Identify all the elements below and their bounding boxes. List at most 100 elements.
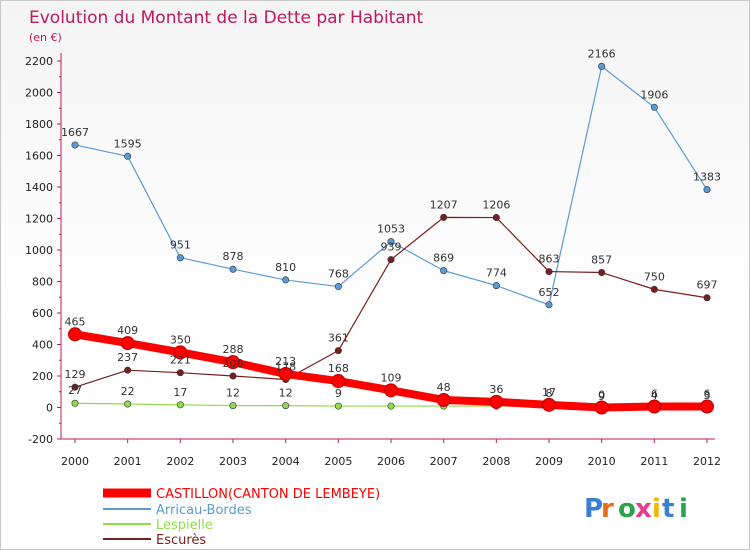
data-label: 178 — [275, 360, 296, 373]
x-tick-label: 2009 — [535, 455, 563, 468]
data-label: 17 — [173, 386, 187, 399]
logo-letter: x — [635, 494, 652, 524]
data-point — [229, 265, 237, 273]
data-point — [124, 400, 132, 408]
x-tick-label: 2002 — [166, 455, 194, 468]
data-point — [71, 399, 79, 407]
x-tick-label: 2005 — [324, 455, 352, 468]
data-point — [176, 401, 184, 409]
data-label: 237 — [117, 351, 138, 364]
data-label: 1206 — [482, 199, 510, 212]
data-label: 4 — [651, 389, 658, 402]
data-point — [492, 282, 500, 290]
data-point — [700, 399, 714, 414]
data-point — [124, 366, 132, 374]
data-label: 2166 — [588, 47, 616, 60]
x-tick-label: 2010 — [588, 455, 616, 468]
logo-letter: P — [584, 494, 603, 524]
data-label: 697 — [697, 279, 718, 292]
data-point — [176, 369, 184, 377]
data-point — [384, 383, 398, 398]
x-tick-label: 2006 — [377, 455, 405, 468]
x-tick-label: 2007 — [430, 455, 458, 468]
data-label: 1906 — [640, 88, 668, 101]
data-label: 22 — [121, 385, 135, 398]
data-point — [176, 254, 184, 262]
data-label: 12 — [279, 387, 293, 400]
data-point — [278, 366, 293, 381]
y-tick-label: 600 — [32, 307, 53, 320]
data-point — [489, 394, 504, 409]
data-label: 951 — [170, 239, 191, 252]
data-label: 768 — [328, 268, 349, 281]
legend-label: CASTILLON(CANTON DE LEMBEYE) — [156, 487, 380, 502]
data-point — [226, 355, 240, 370]
data-label: 200 — [223, 357, 244, 370]
data-point — [334, 402, 342, 410]
y-tick-label: -200 — [28, 433, 53, 446]
data-point — [598, 269, 606, 277]
logo-letter: r — [601, 494, 614, 524]
data-point — [331, 374, 346, 389]
y-tick-label: 0 — [46, 402, 53, 415]
data-labels: 1667159595187881076810538697746522166190… — [61, 47, 721, 403]
data-label: 465 — [65, 315, 86, 328]
x-tick-label: 2000 — [61, 455, 89, 468]
data-point — [440, 267, 448, 275]
data-label: 863 — [539, 253, 560, 266]
logo-letter: o — [618, 494, 636, 524]
data-point — [120, 336, 135, 351]
data-label: 288 — [223, 343, 244, 356]
proxiti-logo: Pr o x i t i — [584, 494, 688, 524]
data-point — [229, 372, 237, 380]
data-point — [542, 397, 556, 412]
data-label: 6 — [704, 388, 711, 401]
data-label: 1667 — [61, 126, 89, 139]
data-label: 3 — [704, 389, 711, 402]
data-point — [703, 294, 711, 302]
data-label: 6 — [651, 388, 658, 401]
data-point — [68, 327, 82, 342]
data-point — [282, 276, 290, 284]
data-label: 221 — [170, 354, 191, 367]
logo-letter: t — [662, 494, 674, 524]
data-point — [71, 383, 79, 391]
data-label: 0 — [598, 389, 605, 402]
y-tick-label: 1600 — [25, 150, 53, 163]
chart-subtitle: (en €) — [29, 31, 62, 44]
data-point — [387, 238, 395, 246]
x-tick-label: 2003 — [219, 455, 247, 468]
data-label: 9 — [335, 387, 342, 400]
chart-title: Evolution du Montant de la Dette par Hab… — [29, 8, 424, 28]
legend: CASTILLON(CANTON DE LEMBEYE)Arricau-Bord… — [103, 487, 380, 548]
series-line — [74, 65, 708, 306]
data-point — [71, 141, 79, 149]
logo-letter: i — [652, 494, 661, 524]
data-point — [650, 285, 658, 293]
data-point — [334, 283, 342, 291]
y-tick-label: 2200 — [25, 55, 53, 68]
data-label: 1595 — [114, 137, 142, 150]
y-tick-label: 1400 — [25, 181, 53, 194]
data-label: 1207 — [430, 198, 458, 211]
legend-label: Arricau-Bordes — [156, 503, 252, 518]
x-tick-label: 2001 — [114, 455, 142, 468]
data-label: 361 — [328, 332, 349, 345]
data-label: 36 — [489, 383, 503, 396]
data-label: 350 — [170, 333, 191, 346]
data-point — [229, 402, 237, 410]
y-tick-label: 2000 — [25, 87, 53, 100]
y-tick-label: 1800 — [25, 118, 53, 131]
data-label: 17 — [542, 386, 556, 399]
data-label: 48 — [437, 381, 451, 394]
data-point — [647, 399, 662, 414]
data-point — [598, 62, 606, 70]
series-layer — [68, 62, 714, 415]
data-point — [436, 392, 451, 407]
data-point — [173, 345, 188, 360]
legend-label: Escurès — [156, 533, 206, 548]
data-label: 750 — [644, 270, 665, 283]
data-label: 12 — [226, 387, 240, 400]
